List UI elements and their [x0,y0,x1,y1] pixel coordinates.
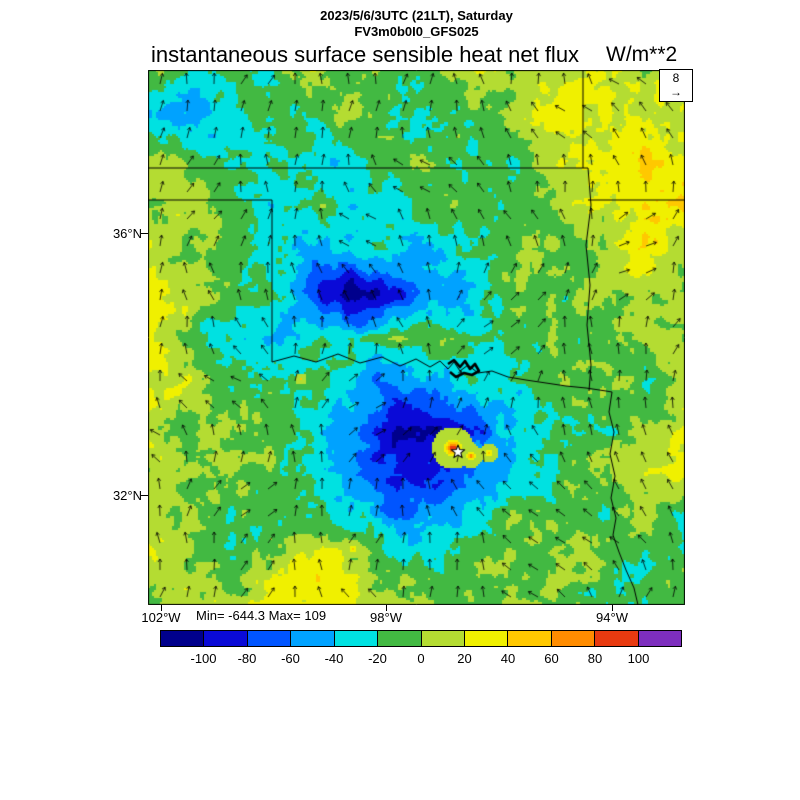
colorbar-segment [291,631,335,646]
lon-label-94w: 94°W [596,610,628,625]
wind-reference-box: 8 → [659,69,693,102]
colorbar-tick-label: 80 [587,651,603,666]
colorbar [160,630,682,647]
colorbar-segment [551,631,596,646]
valid-time-line: 2023/5/6/3UTC (21LT), Saturday [320,8,513,23]
lat-label-36n: 36°N [112,226,142,241]
colorbar-tick-label: -20 [368,651,387,666]
colorbar-tick-label: 20 [457,651,472,666]
minmax-readout: Min= -644.3 Max= 109 [196,608,327,623]
colorbar-tick-label: 40 [500,651,516,666]
lat-label-32n: 32°N [112,488,142,503]
wind-reference-value: 8 [672,71,680,86]
colorbar-segment [508,631,552,646]
flux-map-canvas [148,70,685,605]
colorbar-segment [334,631,379,646]
colorbar-tick-label: 100 [627,651,650,666]
colorbar-segment [161,631,205,646]
colorbar-tick-label: -100 [190,651,217,666]
plot-title: instantaneous surface sensible heat net … [151,42,580,67]
colorbar-segment [638,631,682,646]
colorbar-tick-label: -60 [281,651,300,666]
colorbar-segment [378,631,422,646]
colorbar-segment [464,631,509,646]
colorbar-tick-label: -40 [324,651,344,666]
lat-tick-36n [141,233,148,234]
lon-tick-102w [161,605,162,611]
colorbar-segment [421,631,465,646]
plot-units: W/m**2 [606,43,678,66]
colorbar-segment [595,631,639,646]
lon-label-98w: 98°W [370,610,402,625]
colorbar-segment [247,631,292,646]
colorbar-segment [204,631,248,646]
colorbar-tick-label: -80 [237,651,257,666]
colorbar-labels: -100 -80 -60 -40 -20 0 20 40 60 80 100 [160,651,682,667]
lat-tick-32n [141,495,148,496]
colorbar-tick-label: 0 [417,651,425,666]
colorbar-tick-label: 60 [544,651,559,666]
lon-tick-94w [612,605,613,611]
wind-reference-arrow-icon: → [670,84,682,99]
lon-tick-98w [386,605,387,611]
model-name-line: FV3m0b0I0_GFS025 [354,24,479,39]
lon-label-102w: 102°W [141,610,181,625]
